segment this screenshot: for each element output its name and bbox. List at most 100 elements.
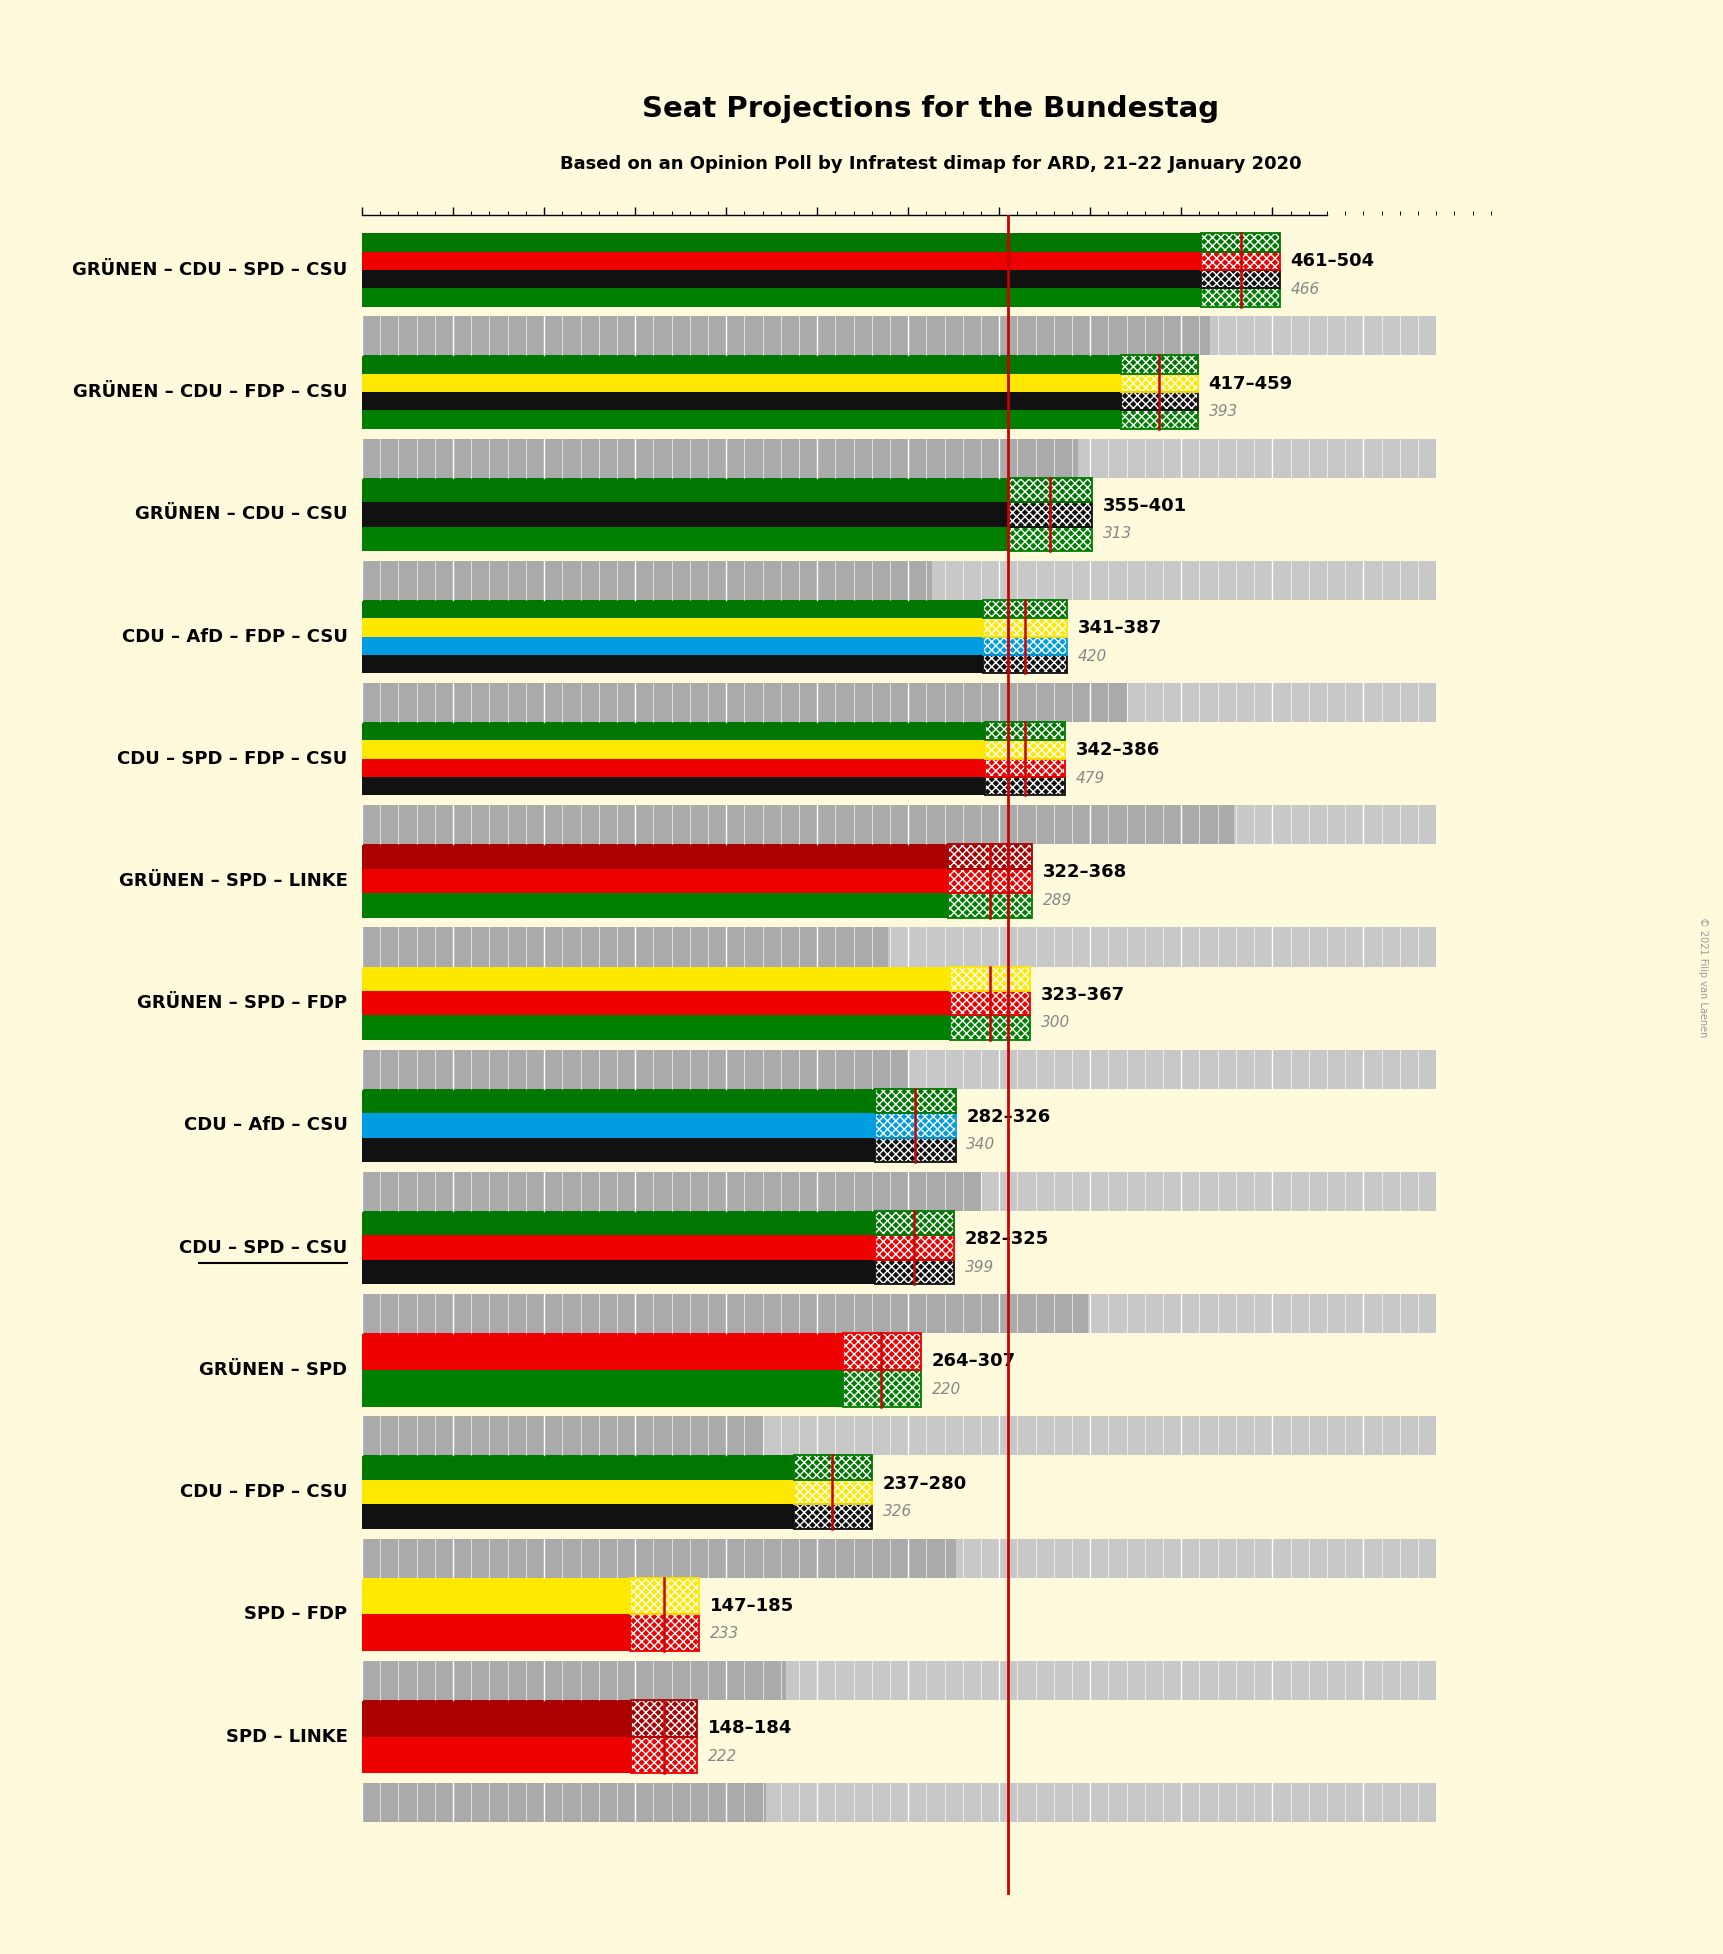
Bar [629, 1614, 698, 1651]
Bar [362, 844, 1032, 870]
Bar [875, 1088, 955, 1114]
Bar [1120, 356, 1197, 373]
Bar [1201, 252, 1278, 270]
Bar [1120, 410, 1197, 428]
Bar [629, 1614, 698, 1651]
Bar [362, 870, 1032, 893]
Bar [982, 600, 1067, 617]
Bar [793, 1456, 872, 1479]
Text: © 2021 Filip van Laenen: © 2021 Filip van Laenen [1697, 916, 1707, 1038]
Text: 341–387: 341–387 [1077, 619, 1161, 637]
Bar [362, 1737, 696, 1772]
Bar [793, 1505, 872, 1528]
Text: 148–184: 148–184 [708, 1720, 793, 1737]
Bar [362, 393, 1197, 410]
Text: 461–504: 461–504 [1291, 252, 1373, 270]
Bar [362, 637, 1067, 655]
Bar [949, 967, 1030, 991]
Bar [875, 1137, 955, 1163]
Bar [362, 317, 1435, 356]
Text: 420: 420 [1077, 649, 1106, 664]
Bar [1201, 233, 1278, 252]
Bar [362, 1700, 696, 1737]
Bar [875, 1137, 955, 1163]
Bar [362, 252, 1278, 270]
Bar [362, 270, 1278, 289]
Bar [362, 928, 887, 967]
Bar [875, 1114, 955, 1137]
Text: Based on an Opinion Poll by Infratest dimap for ARD, 21–22 January 2020: Based on an Opinion Poll by Infratest di… [560, 154, 1301, 174]
Bar [362, 600, 1067, 617]
Bar [362, 1479, 872, 1505]
Bar [948, 893, 1032, 918]
Bar [949, 991, 1030, 1016]
Bar [1201, 233, 1278, 252]
Bar [984, 723, 1065, 741]
Bar [984, 741, 1065, 758]
Bar [984, 741, 1065, 758]
Bar [982, 600, 1067, 617]
Bar [1201, 289, 1278, 307]
Bar [1201, 270, 1278, 289]
Bar [1120, 356, 1197, 373]
Bar [948, 844, 1032, 870]
Text: GRÜNEN – SPD – FDP: GRÜNEN – SPD – FDP [138, 995, 348, 1012]
Bar [949, 1016, 1030, 1040]
Bar [1120, 393, 1197, 410]
Text: GRÜNEN – SPD: GRÜNEN – SPD [200, 1360, 348, 1380]
Bar [362, 991, 1030, 1016]
Text: 313: 313 [1103, 526, 1132, 541]
Bar [1201, 289, 1278, 307]
Bar [629, 1577, 698, 1614]
Bar [843, 1333, 920, 1370]
Bar [843, 1370, 920, 1407]
Text: 289: 289 [1042, 893, 1072, 909]
Bar [875, 1235, 953, 1260]
Bar [362, 1370, 920, 1407]
Bar [949, 1016, 1030, 1040]
Bar [631, 1700, 696, 1737]
Bar [984, 758, 1065, 778]
Bar [362, 233, 1278, 252]
Bar [982, 655, 1067, 674]
Bar [875, 1211, 953, 1235]
Bar [362, 1260, 953, 1284]
Bar [362, 723, 1065, 741]
Bar [875, 1260, 953, 1284]
Bar [362, 1661, 1435, 1700]
Text: CDU – AfD – CSU: CDU – AfD – CSU [183, 1116, 348, 1135]
Bar [875, 1235, 953, 1260]
Bar [1008, 477, 1091, 502]
Text: 222: 222 [708, 1749, 737, 1764]
Bar [1201, 252, 1278, 270]
Text: 237–280: 237–280 [882, 1475, 967, 1493]
Bar [362, 655, 1067, 674]
Bar [949, 991, 1030, 1016]
Bar [843, 1370, 920, 1407]
Text: 479: 479 [1075, 770, 1104, 786]
Text: 323–367: 323–367 [1041, 985, 1125, 1004]
Bar [362, 438, 1435, 477]
Bar [1201, 289, 1278, 307]
Bar [362, 805, 1234, 844]
Bar [1201, 252, 1278, 270]
Text: GRÜNEN – SPD – LINKE: GRÜNEN – SPD – LINKE [119, 871, 348, 889]
Bar [982, 637, 1067, 655]
Text: 220: 220 [932, 1381, 960, 1397]
Bar [948, 870, 1032, 893]
Bar [875, 1088, 955, 1114]
Bar [984, 778, 1065, 795]
Bar [362, 526, 1091, 551]
Bar [949, 967, 1030, 991]
Text: 466: 466 [1291, 281, 1320, 297]
Bar [362, 1088, 955, 1114]
Bar [362, 1782, 765, 1821]
Bar [984, 758, 1065, 778]
Text: 264–307: 264–307 [932, 1352, 1015, 1370]
Bar [875, 1260, 953, 1284]
Bar [362, 684, 1435, 723]
Bar [949, 991, 1030, 1016]
Bar [631, 1737, 696, 1772]
Bar [984, 723, 1065, 741]
Bar [948, 893, 1032, 918]
